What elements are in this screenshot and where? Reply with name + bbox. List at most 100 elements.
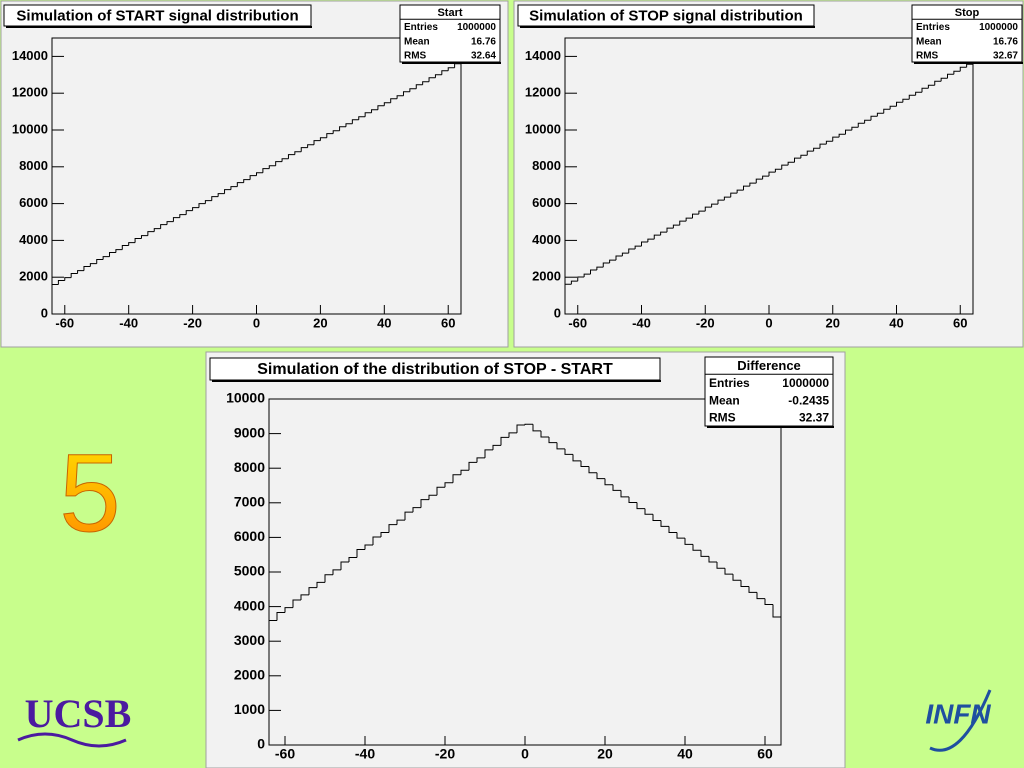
- histogram-bin: [420, 499, 429, 508]
- histogram-bin: [402, 91, 410, 96]
- histogram-bin: [889, 105, 897, 110]
- histogram-bin: [332, 130, 340, 134]
- histogram-bin: [556, 442, 565, 450]
- histogram-bin: [676, 532, 685, 539]
- histogram-bin: [621, 252, 629, 257]
- y-tick-label: 14000: [12, 48, 48, 63]
- histogram-bin: [313, 140, 321, 145]
- histogram-bin: [415, 84, 423, 89]
- y-tick-label: 14000: [525, 48, 561, 63]
- histogram-bin: [476, 457, 485, 463]
- histogram-bin: [666, 227, 674, 233]
- y-tick-label: 0: [257, 736, 265, 752]
- histogram-bin: [64, 277, 72, 281]
- histogram-bin: [596, 266, 604, 271]
- stats-label: Entries: [404, 22, 438, 33]
- stats-value: 1000000: [979, 22, 1018, 33]
- histogram-bin: [684, 538, 693, 545]
- histogram-bin: [268, 165, 276, 169]
- histogram-bin: [140, 235, 148, 239]
- histogram-bin: [660, 231, 667, 236]
- histogram-panel: -60 -40 -20 0 20 40 60 0 2000 4000 6000 8000 10000 12…: [513, 0, 1024, 348]
- histogram-bin: [806, 150, 814, 156]
- histogram-bin: [668, 526, 677, 534]
- histogram-bin: [179, 214, 187, 218]
- histogram-bin: [441, 70, 449, 75]
- histogram-bin: [602, 262, 610, 268]
- y-tick-label: 9000: [234, 424, 265, 440]
- histogram-bin: [896, 101, 903, 107]
- histogram-bin: [764, 598, 773, 606]
- histogram-bin: [230, 186, 238, 190]
- histogram-bin: [332, 569, 341, 575]
- histogram-bin: [276, 611, 285, 621]
- histogram-bin: [615, 255, 623, 261]
- x-tick-label: -20: [696, 315, 715, 330]
- histogram-bin: [217, 193, 225, 197]
- histogram-bin: [876, 112, 884, 117]
- x-tick-label: 20: [826, 315, 840, 330]
- histogram-bin: [134, 238, 142, 243]
- y-tick-label: 12000: [12, 85, 48, 100]
- histogram-bin: [580, 460, 589, 467]
- histogram-bin: [340, 561, 349, 570]
- histogram-bin: [380, 532, 389, 538]
- histogram-bin: [147, 231, 155, 236]
- infn-logo: INFN: [925, 698, 991, 729]
- histogram-bin: [287, 154, 295, 159]
- y-tick-label: 4000: [532, 232, 561, 247]
- stats-label: Mean: [916, 36, 942, 47]
- histogram-bin: [825, 140, 833, 145]
- histogram-bin: [748, 586, 757, 593]
- histogram-bin: [743, 185, 750, 191]
- histogram-bin: [762, 175, 769, 180]
- histogram-bin: [768, 171, 776, 177]
- histogram-bin: [396, 519, 405, 525]
- x-tick-label: 20: [313, 315, 327, 330]
- histogram-bin: [959, 66, 967, 72]
- y-tick-label: 2000: [19, 269, 48, 284]
- histogram-bin: [755, 178, 763, 184]
- y-tick-label: 12000: [525, 85, 561, 100]
- histogram-bin: [308, 587, 317, 595]
- histogram-bin: [300, 147, 308, 152]
- histogram-bin: [268, 619, 277, 745]
- histogram-bin: [644, 508, 653, 515]
- histogram-bin: [700, 550, 709, 557]
- ucsb-logo: UCSB: [25, 691, 132, 736]
- histogram-bin: [832, 136, 840, 142]
- histogram-bin: [740, 580, 749, 588]
- histogram-bin: [787, 161, 795, 166]
- histogram-bin: [724, 568, 733, 575]
- x-tick-label: 60: [757, 746, 773, 762]
- histogram-bin: [870, 115, 878, 121]
- histogram-bin: [198, 203, 206, 208]
- histogram-bin: [612, 484, 621, 491]
- stats-label: Mean: [404, 36, 430, 47]
- histogram-bin: [857, 122, 865, 128]
- histogram-bin: [641, 241, 648, 247]
- histogram-bin: [730, 192, 738, 198]
- histogram-bin: [364, 544, 373, 550]
- histogram-bin: [653, 234, 661, 240]
- x-tick-label: -40: [355, 746, 375, 762]
- histogram-bin: [412, 507, 421, 513]
- histogram-bin: [966, 63, 973, 68]
- histogram-bin: [692, 213, 699, 219]
- histogram-bin: [356, 549, 365, 558]
- histogram-bin: [83, 266, 91, 271]
- histogram-bin: [500, 436, 509, 446]
- histogram-bin: [345, 123, 353, 127]
- histogram-bin: [102, 256, 110, 260]
- histogram-bin: [927, 84, 935, 89]
- histogram-bin: [326, 133, 334, 138]
- stats-label: RMS: [709, 411, 736, 425]
- x-tick-label: -20: [183, 315, 202, 330]
- histogram-bin: [388, 524, 397, 533]
- x-tick-label: 60: [953, 315, 967, 330]
- histogram-bin: [577, 276, 585, 282]
- histogram-bin: [692, 544, 701, 551]
- x-tick-label: 0: [253, 315, 260, 330]
- histogram-bin: [736, 189, 744, 194]
